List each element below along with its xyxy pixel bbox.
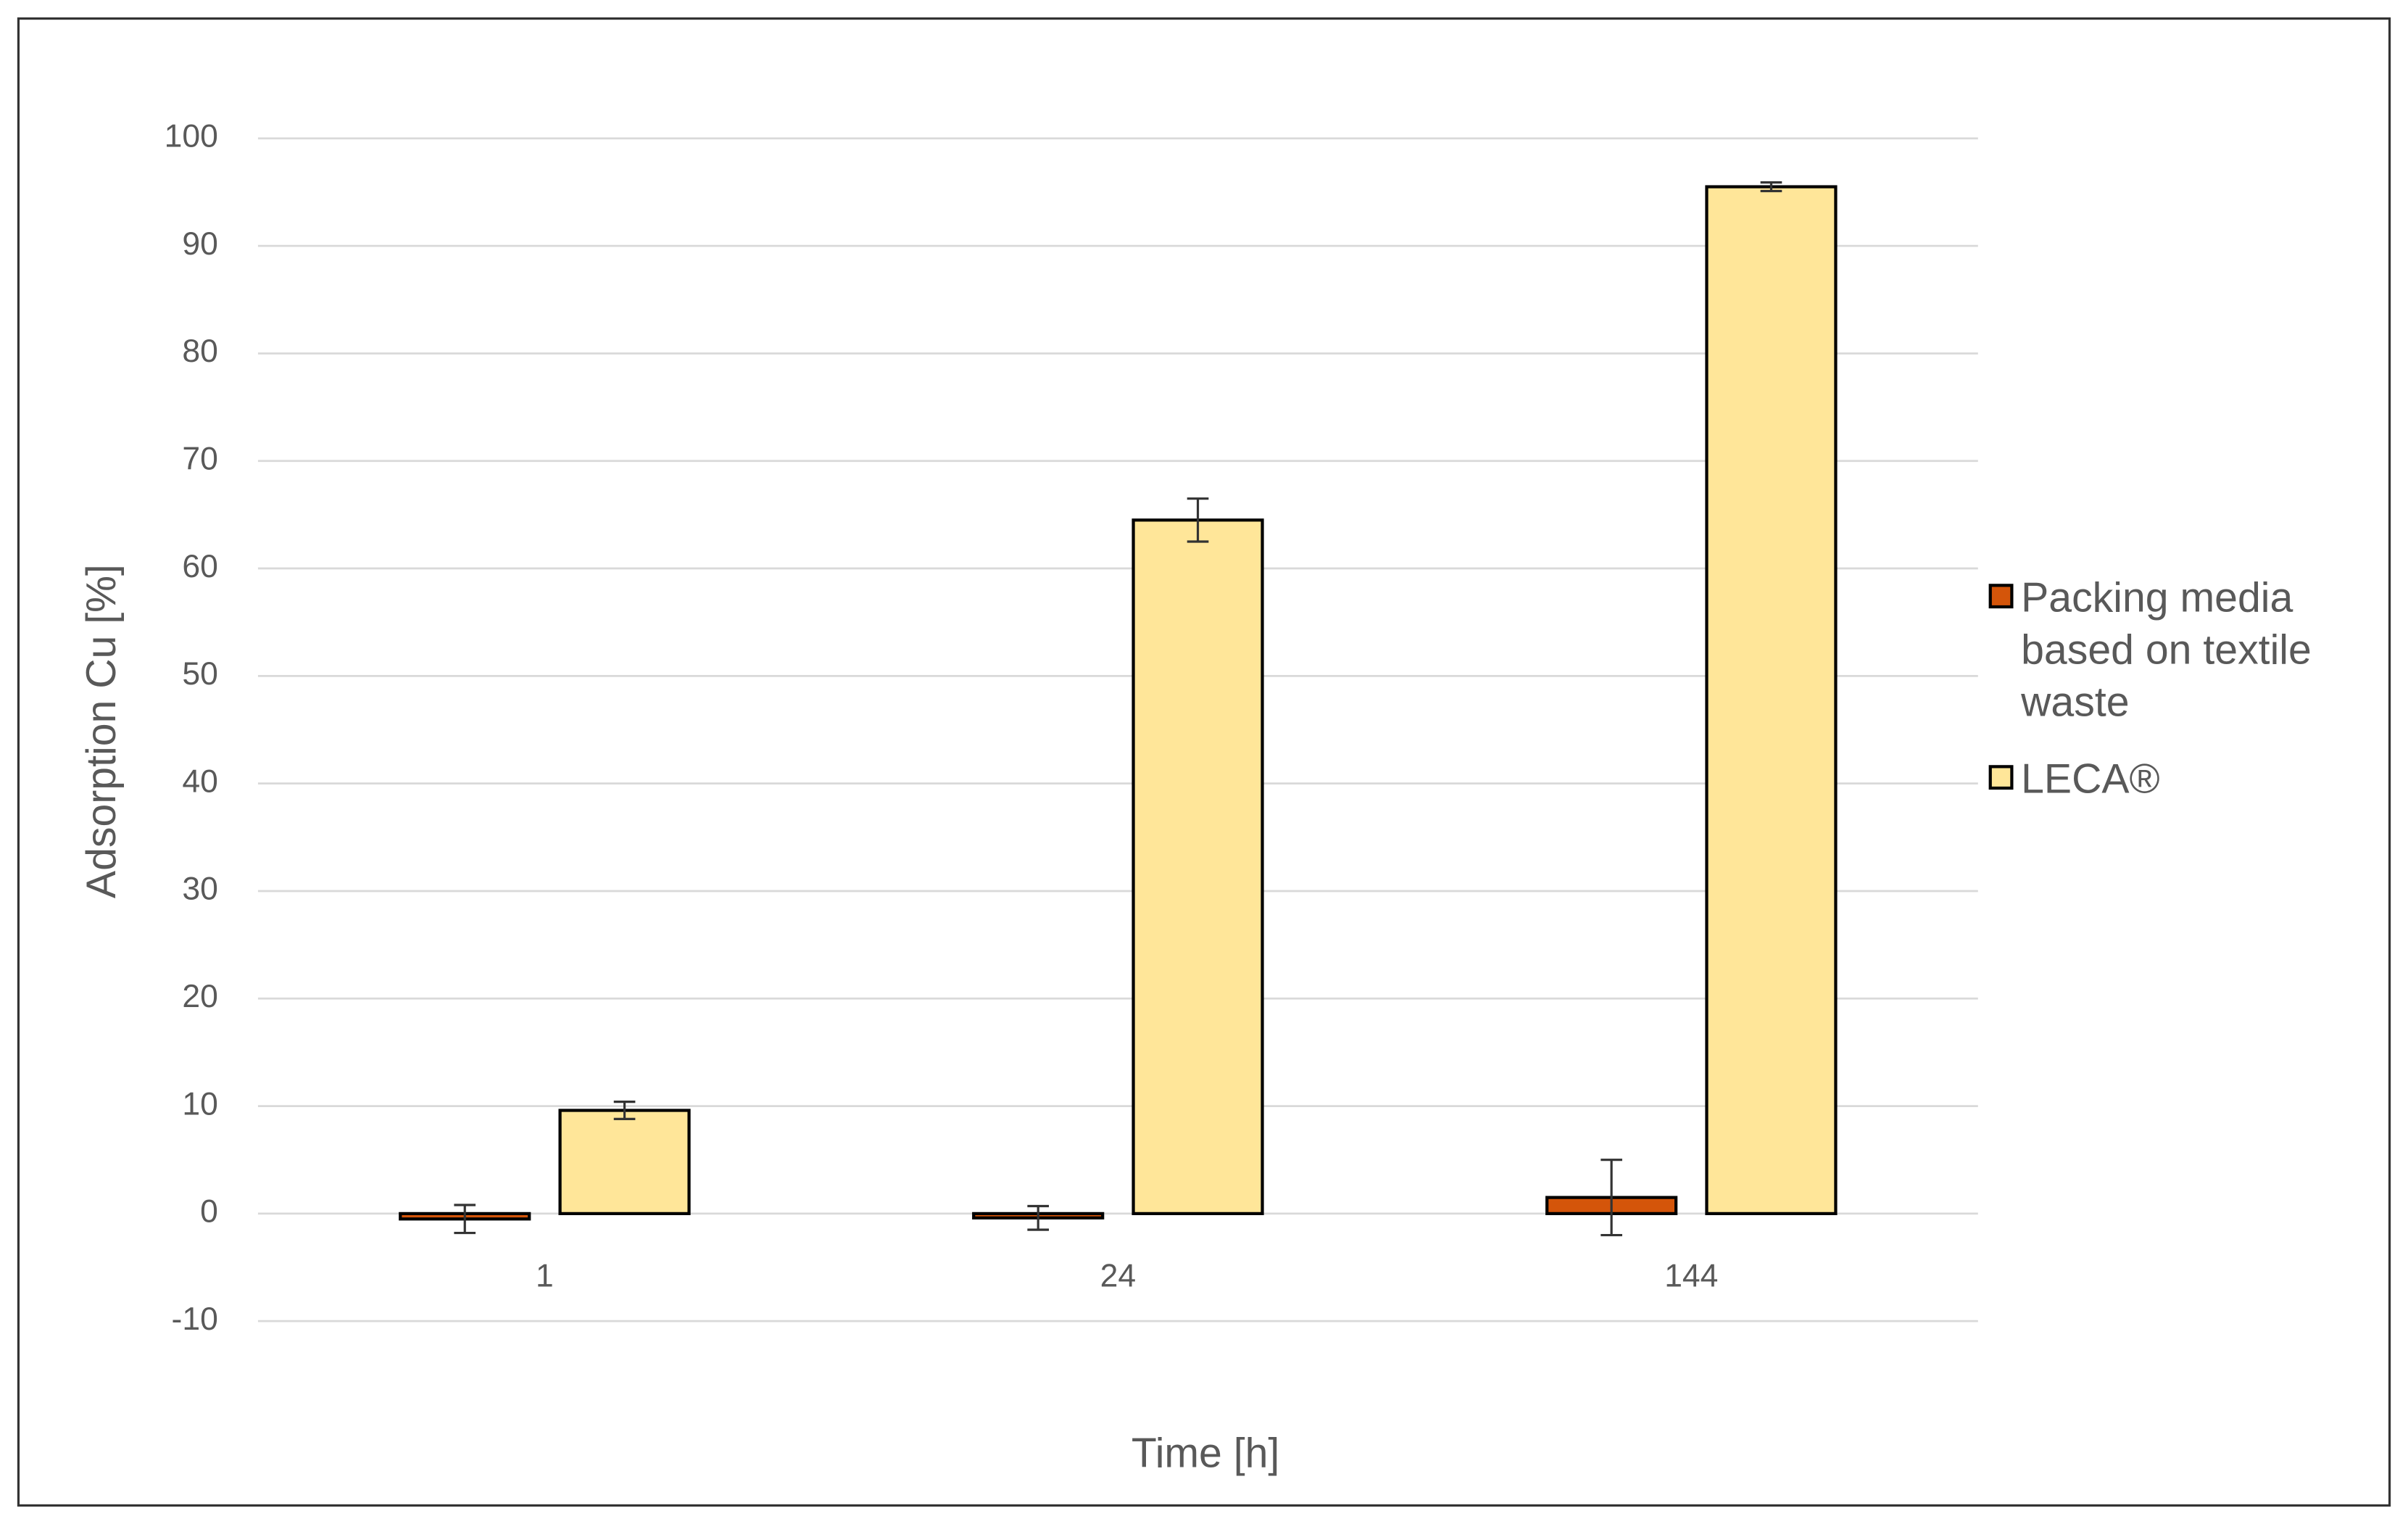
legend-label: Packing media based on textile waste xyxy=(2021,574,2312,726)
y-tick-label: 80 xyxy=(182,334,217,369)
legend-label-box: LECA® xyxy=(2021,755,2160,803)
legend-label: LECA® xyxy=(2021,755,2160,803)
y-axis-title: Adsorption Cu [%] xyxy=(78,564,125,898)
bar xyxy=(1705,185,1838,1215)
y-tick-label: 60 xyxy=(182,549,217,584)
bar xyxy=(558,1109,691,1215)
legend-swatch xyxy=(1988,765,2014,790)
y-tick-label: 90 xyxy=(182,226,217,262)
legend-swatch xyxy=(1988,584,2014,609)
x-tick-label: 24 xyxy=(1100,1259,1136,1294)
y-tick-label: 50 xyxy=(182,656,217,692)
y-tick-label: 70 xyxy=(182,442,217,477)
y-tick-label: 0 xyxy=(200,1194,218,1230)
y-tick-label: 20 xyxy=(182,979,217,1014)
y-tick-label: 10 xyxy=(182,1086,217,1122)
bar xyxy=(1132,518,1264,1215)
y-tick-label: 100 xyxy=(165,119,218,154)
x-axis-title: Time [h] xyxy=(1132,1430,1279,1477)
x-tick-label: 144 xyxy=(1664,1259,1718,1294)
y-tick-label: 40 xyxy=(182,763,217,799)
legend-label-box: Packing media based on textile waste xyxy=(2021,574,2312,726)
y-tick-label: 30 xyxy=(182,871,217,907)
x-tick-label: 1 xyxy=(536,1259,554,1294)
y-tick-label: -10 xyxy=(172,1301,218,1337)
